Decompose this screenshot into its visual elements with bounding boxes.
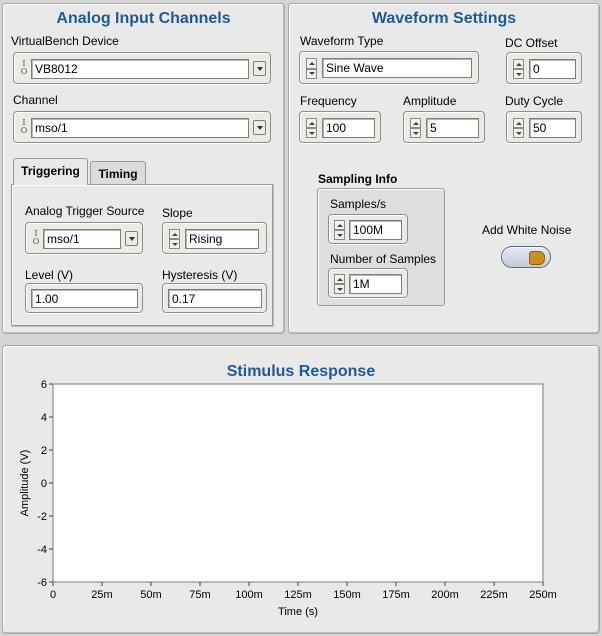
frequency-control[interactable]: 100	[299, 111, 381, 143]
frequency-stepper[interactable]	[306, 118, 317, 138]
frequency-label: Frequency	[300, 94, 357, 108]
waveform-type-selector[interactable]: Sine Wave	[299, 51, 479, 84]
trigger-source-label: Analog Trigger Source	[25, 204, 145, 218]
num-samples-down-button[interactable]	[334, 284, 345, 294]
waveform-type-stepper[interactable]	[306, 58, 317, 79]
slope-selector[interactable]: Rising	[162, 222, 267, 254]
waveform-type-label: Waveform Type	[300, 34, 384, 48]
slope-down-button[interactable]	[169, 239, 180, 249]
slope-stepper[interactable]	[169, 229, 180, 249]
duty-cycle-field[interactable]: 50	[529, 118, 576, 138]
dc-offset-control[interactable]: 0	[506, 52, 582, 84]
samples-per-second-field[interactable]: 100M	[349, 220, 402, 240]
waveform-type-field[interactable]: Sine Wave	[322, 58, 472, 78]
chart-title: Stimulus Response	[226, 363, 376, 380]
white-noise-label: Add White Noise	[482, 223, 572, 237]
samples-down-button[interactable]	[334, 230, 345, 240]
level-field[interactable]: 1.00	[31, 289, 138, 308]
analog-input-panel: Analog Input Channels VirtualBench Devic…	[2, 3, 285, 334]
slope-label: Slope	[162, 206, 193, 220]
amplitude-up-button[interactable]	[410, 118, 421, 128]
amplitude-label: Amplitude	[403, 94, 457, 108]
channel-label: Channel	[13, 93, 58, 107]
analog-input-title: Analog Input Channels	[56, 10, 231, 27]
samples-per-second-stepper[interactable]	[334, 220, 345, 240]
slope-field[interactable]: Rising	[185, 229, 259, 249]
white-noise-toggle[interactable]	[501, 246, 551, 268]
waveform-settings-title: Waveform Settings	[371, 10, 517, 27]
duty-cycle-up-button[interactable]	[513, 118, 524, 128]
hysteresis-field[interactable]: 0.17	[168, 289, 262, 308]
hysteresis-control[interactable]: 0.17	[162, 283, 267, 313]
duty-cycle-stepper[interactable]	[513, 118, 524, 138]
samples-up-button[interactable]	[334, 220, 345, 230]
slope-up-button[interactable]	[169, 229, 180, 239]
waveform-type-down-button[interactable]	[306, 68, 317, 79]
sampling-info-cluster: Samples/s 100M Number of Samples 1M	[317, 188, 445, 306]
amplitude-down-button[interactable]	[410, 128, 421, 138]
duty-cycle-down-button[interactable]	[513, 128, 524, 138]
stimulus-response-panel: Stimulus Response	[2, 345, 600, 634]
frequency-down-button[interactable]	[306, 128, 317, 138]
amplitude-stepper[interactable]	[410, 118, 421, 138]
dc-offset-up-button[interactable]	[513, 59, 524, 69]
dc-offset-down-button[interactable]	[513, 69, 524, 79]
samples-per-second-label: Samples/s	[330, 197, 387, 211]
number-of-samples-control[interactable]: 1M	[328, 268, 408, 298]
device-field[interactable]: VB8012	[31, 59, 249, 79]
dc-offset-stepper[interactable]	[513, 59, 524, 79]
number-of-samples-stepper[interactable]	[334, 274, 345, 294]
level-label: Level (V)	[25, 268, 74, 282]
device-label: VirtualBench Device	[11, 34, 119, 48]
waveform-type-up-button[interactable]	[306, 58, 317, 69]
dc-offset-label: DC Offset	[505, 36, 558, 50]
number-of-samples-field[interactable]: 1M	[349, 274, 402, 294]
trigger-source-field[interactable]: mso/1	[43, 229, 121, 249]
tab-timing[interactable]: Timing	[90, 161, 146, 185]
hysteresis-label: Hysteresis (V)	[162, 268, 238, 282]
trigger-source-dropdown-button[interactable]	[125, 231, 138, 246]
channel-dropdown-button[interactable]	[253, 120, 266, 135]
number-of-samples-label: Number of Samples	[330, 252, 437, 266]
duty-cycle-control[interactable]: 50	[506, 111, 582, 143]
samples-per-second-control[interactable]: 100M	[328, 214, 408, 244]
waveform-settings-panel: Waveform Settings Waveform Type Sine Wav…	[288, 3, 600, 334]
frequency-field[interactable]: 100	[322, 118, 375, 138]
channel-field[interactable]: mso/1	[31, 118, 249, 138]
duty-cycle-label: Duty Cycle	[505, 94, 564, 108]
frequency-up-button[interactable]	[306, 118, 317, 128]
tab-triggering[interactable]: Triggering	[13, 158, 88, 185]
amplitude-control[interactable]: 5	[403, 111, 485, 143]
dc-offset-field[interactable]: 0	[529, 59, 576, 79]
device-dropdown-button[interactable]	[253, 61, 266, 76]
sampling-info-title: Sampling Info	[318, 172, 398, 186]
amplitude-field[interactable]: 5	[426, 118, 479, 138]
level-control[interactable]: 1.00	[25, 283, 143, 313]
num-samples-up-button[interactable]	[334, 274, 345, 284]
